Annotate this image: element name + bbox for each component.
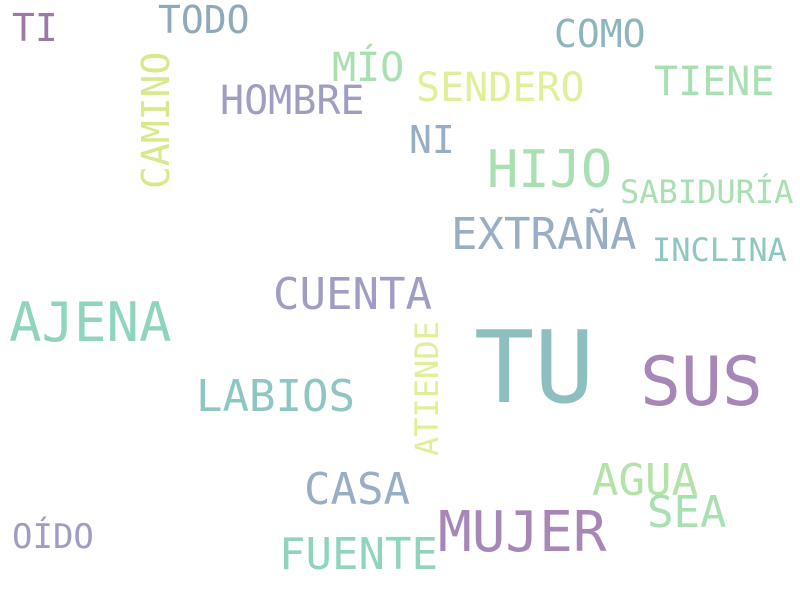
word-fuente: FUENTE	[279, 529, 438, 580]
word-agua: AGUA	[592, 455, 698, 506]
word-todo: TODO	[158, 0, 250, 42]
word-tiene: TIENE	[654, 59, 775, 105]
word-cuenta: CUENTA	[273, 269, 432, 320]
word-mio: MÍO	[332, 45, 405, 91]
word-hijo: HIJO	[487, 140, 613, 200]
word-oido: OÍDO	[12, 517, 94, 557]
word-labios: LABIOS	[196, 371, 355, 422]
word-atiende: ATIENDE	[408, 321, 446, 456]
word-sus: SUS	[640, 343, 763, 422]
word-sabiduria: SABIDURÍA	[620, 173, 794, 211]
word-ni: NI	[409, 118, 455, 162]
word-como: COMO	[554, 12, 646, 56]
word-inclina: INCLINA	[652, 231, 787, 269]
word-ti: TI	[12, 6, 58, 50]
word-camino: CAMINO	[134, 51, 178, 189]
word-sea: SEA	[647, 487, 727, 538]
word-mujer: MUJER	[438, 500, 607, 565]
word-hombre: HOMBRE	[220, 78, 365, 124]
word-casa: CASA	[304, 464, 410, 515]
word-tu: TU	[474, 309, 595, 426]
word-sendero: SENDERO	[416, 65, 585, 111]
word-ajena: AJENA	[9, 291, 172, 354]
word-extrana: EXTRAÑA	[451, 209, 637, 260]
